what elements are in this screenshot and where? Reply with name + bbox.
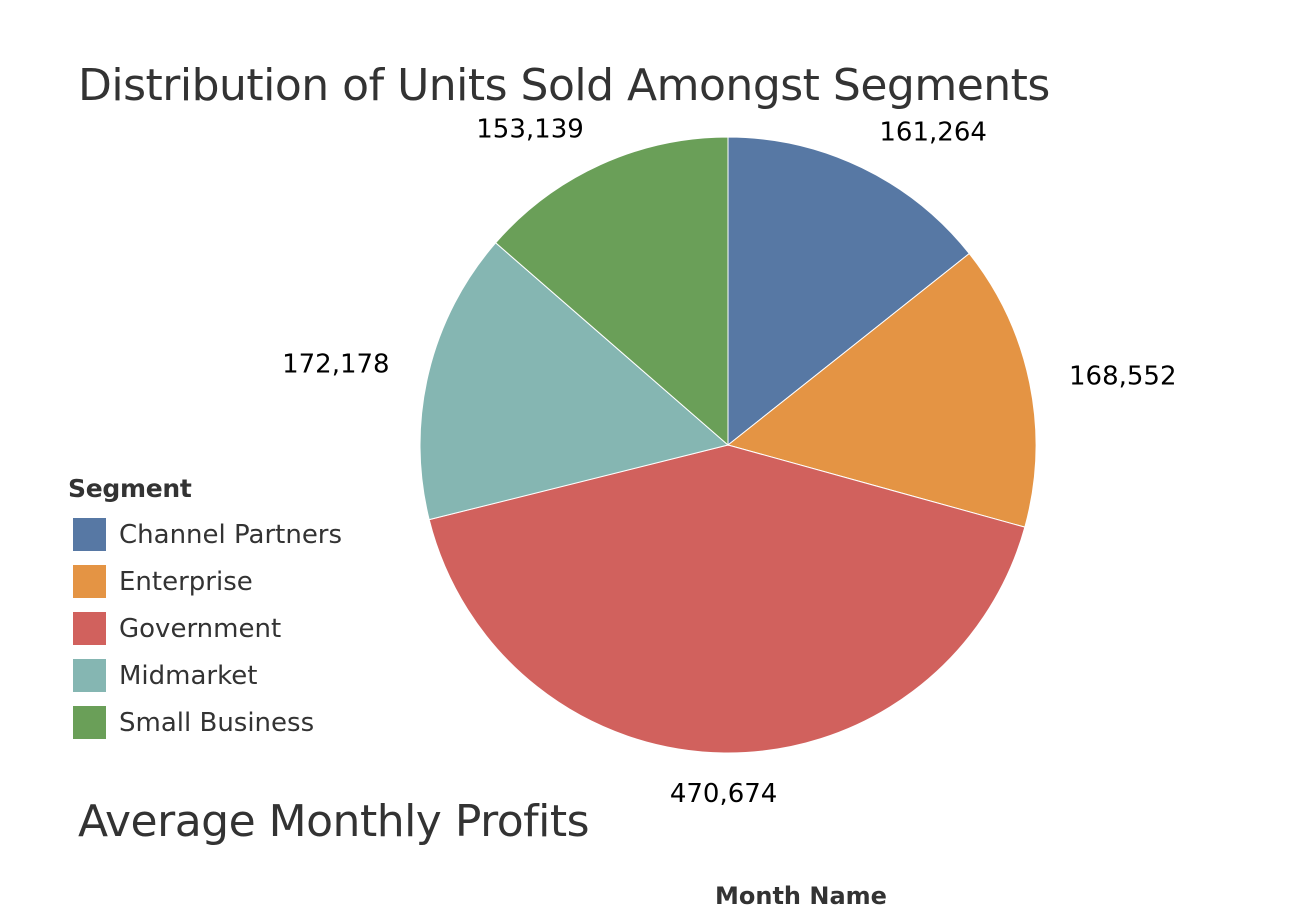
legend-swatch	[73, 659, 106, 692]
legend-label: Enterprise	[119, 566, 253, 597]
legend-swatch	[73, 518, 106, 551]
legend-swatch	[73, 565, 106, 598]
pie-slice-channel-partners[interactable]	[727, 136, 970, 447]
data-label-government: 470,674	[670, 779, 778, 809]
legend-item-channel-partners[interactable]: Channel Partners	[68, 511, 342, 558]
legend-label: Government	[119, 613, 282, 644]
legend-swatch	[73, 612, 106, 645]
legend-label: Channel Partners	[119, 519, 343, 550]
data-label-midmarket: 172,178	[282, 350, 390, 380]
pie-slice-government[interactable]	[428, 444, 1026, 754]
data-label-small-business: 153,139	[476, 114, 584, 144]
legend-label: Midmarket	[119, 660, 258, 691]
pie-slice-midmarket[interactable]	[419, 242, 730, 521]
legend-item-small-business[interactable]: Small Business	[68, 699, 342, 746]
legend-swatch	[73, 706, 106, 739]
section-title: Average Monthly Profits	[78, 796, 590, 847]
pie-slice-enterprise[interactable]	[726, 252, 1037, 528]
legend: Segment Channel Partners Enterprise Gove…	[68, 474, 342, 746]
chart-title: Distribution of Units Sold Amongst Segme…	[78, 60, 1050, 111]
axis-title-month-name: Month Name	[715, 882, 887, 910]
legend-item-government[interactable]: Government	[68, 605, 342, 652]
legend-item-enterprise[interactable]: Enterprise	[68, 558, 342, 605]
data-label-channel-partners: 161,264	[879, 118, 987, 148]
legend-title: Segment	[68, 474, 192, 503]
data-label-enterprise: 168,552	[1069, 362, 1177, 392]
legend-item-midmarket[interactable]: Midmarket	[68, 652, 342, 699]
pie-slice-small-business[interactable]	[494, 136, 729, 447]
legend-label: Small Business	[119, 707, 315, 738]
